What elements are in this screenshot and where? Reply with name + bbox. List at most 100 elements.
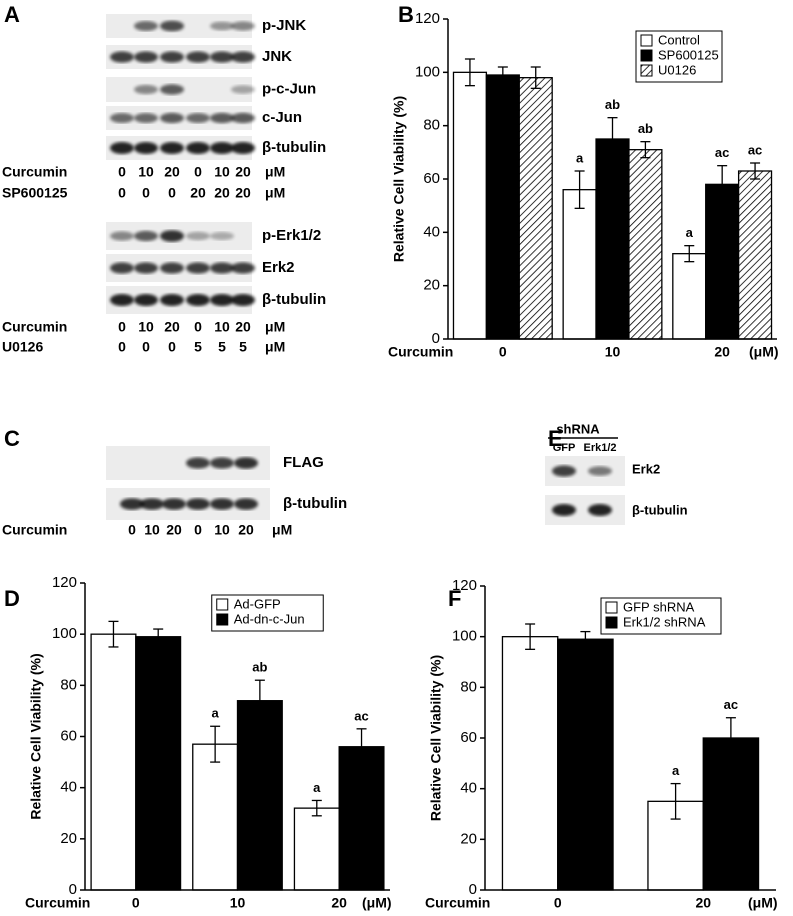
dose: 0 (194, 164, 202, 180)
bar (557, 638, 614, 891)
bar (595, 138, 630, 340)
blot-band (134, 113, 158, 123)
error-bar (525, 623, 536, 650)
y-tick-label: 40 (60, 779, 77, 796)
error-bar (497, 66, 508, 84)
blot-band (234, 498, 258, 510)
dose-unit: μM (265, 339, 285, 355)
dose: 20 (164, 164, 180, 180)
x-axis-title: Curcumin (388, 344, 453, 360)
blot-band (231, 85, 255, 94)
bar (90, 633, 137, 891)
legend-swatch (640, 49, 653, 62)
bar (672, 253, 707, 340)
dose: 0 (142, 339, 150, 355)
y-tick-label: 120 (52, 574, 77, 591)
x-tick-label: 10 (230, 895, 246, 911)
bar (705, 183, 740, 340)
blot-band (120, 498, 144, 510)
blot-band (210, 231, 234, 241)
legend-swatch (605, 616, 618, 629)
dose: 5 (218, 339, 226, 355)
blot-band (231, 262, 255, 274)
x-unit: (μM) (362, 895, 392, 911)
bar (485, 74, 520, 340)
error-bar (108, 620, 119, 648)
dose: 20 (164, 319, 180, 335)
legend-swatch (640, 64, 653, 77)
blot-band (210, 262, 234, 274)
error-bar (750, 162, 761, 180)
dose: 10 (214, 164, 230, 180)
blot-band (231, 112, 255, 124)
blot-band (210, 142, 234, 154)
blot-band (110, 51, 134, 63)
blot-band (186, 113, 210, 123)
y-tick-label: 40 (423, 223, 440, 240)
y-tick-label: 20 (460, 830, 477, 847)
blot-row-label: Erk2 (262, 259, 295, 276)
y-tick-label: 0 (469, 881, 477, 898)
panel-label: C (4, 426, 20, 451)
x-unit: (μM) (748, 895, 778, 911)
y-tick-label: 120 (415, 10, 440, 27)
blot-band (210, 498, 234, 510)
legend-label: U0126 (658, 62, 696, 77)
error-bar (725, 717, 736, 759)
bar (135, 636, 182, 891)
blot-band (552, 504, 576, 516)
bar-annotation: ac (724, 697, 738, 712)
bar (452, 71, 488, 340)
error-bar (254, 679, 265, 722)
x-tick-label: 20 (695, 895, 711, 911)
y-tick-label: 100 (452, 628, 477, 645)
dose: 0 (128, 522, 136, 538)
blot-band (231, 142, 255, 154)
x-tick-label: 0 (554, 895, 562, 911)
dose: 20 (235, 319, 251, 335)
x-tick-label: 10 (605, 344, 621, 360)
bar-annotation: a (576, 150, 584, 165)
y-axis-title: Relative Cell Viability (%) (391, 96, 407, 262)
y-tick-label: 80 (60, 676, 77, 693)
blot-band (160, 142, 184, 154)
blot-band (110, 262, 134, 274)
x-axis-title: Curcumin (25, 895, 90, 911)
blot-band (134, 230, 158, 242)
blot-band (160, 230, 184, 242)
y-axis-title: Relative Cell Viability (%) (28, 653, 44, 819)
blot-band (140, 498, 164, 510)
legend-box (211, 594, 324, 632)
blot-band (134, 21, 158, 31)
error-bar (311, 799, 322, 817)
bar-annotation: ac (354, 708, 368, 723)
panel-label: D (4, 586, 20, 611)
dose: 0 (118, 339, 126, 355)
error-bar (640, 141, 651, 159)
dose: 10 (214, 319, 230, 335)
x-axis-title: Curcumin (425, 895, 490, 911)
blot-row-label: p-Erk1/2 (262, 227, 321, 244)
blot-row-label: p-c-Jun (262, 80, 316, 97)
error-bar (153, 628, 164, 646)
blot-band (160, 51, 184, 63)
panel-label: F (448, 586, 461, 611)
bar (338, 746, 385, 891)
error-bar (684, 245, 695, 263)
blot-band (186, 498, 210, 510)
y-tick-label: 100 (415, 63, 440, 80)
bar-annotation: ab (638, 121, 653, 136)
dose: 20 (235, 164, 251, 180)
bar-annotation: ac (715, 145, 729, 160)
error-bar (574, 170, 585, 209)
blot-band (231, 51, 255, 63)
bar-annotation: a (672, 763, 680, 778)
blot-band (134, 51, 158, 63)
x-tick-label: 20 (331, 895, 347, 911)
x-unit: (μM) (749, 344, 779, 360)
bar (628, 149, 663, 340)
blot-row-label: β-tubulin (283, 495, 347, 512)
x-tick-label: 0 (132, 895, 140, 911)
dose: 10 (138, 164, 154, 180)
